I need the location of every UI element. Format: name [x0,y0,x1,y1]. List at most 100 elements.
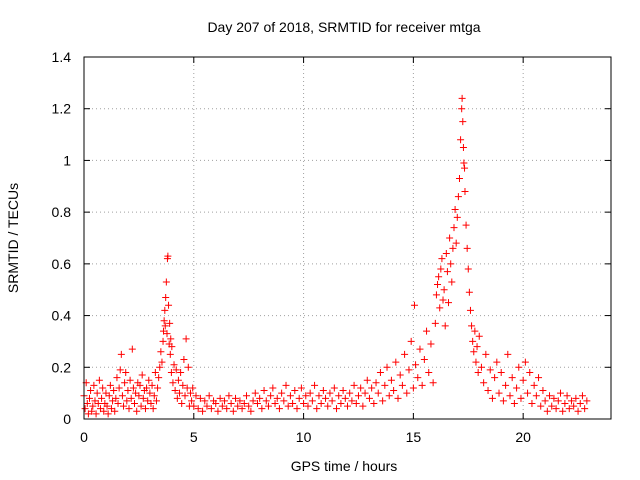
data-point [468,322,476,330]
y-tick-label: 1.4 [52,49,72,65]
data-point [550,394,558,402]
x-tick-label: 15 [406,429,422,445]
data-point [493,358,501,366]
data-point [149,405,157,413]
data-point [488,394,496,402]
data-point [100,407,108,415]
data-point [111,407,119,415]
y-tick-label: 0.2 [52,359,72,375]
data-point [166,319,174,327]
data-point [123,397,131,405]
data-point [381,381,389,389]
data-point [374,389,382,397]
data-point [477,363,485,371]
data-point [158,358,166,366]
data-point [471,327,479,335]
data-point [517,394,525,402]
data-point [136,381,144,389]
y-tick-label: 1 [63,152,71,168]
data-point [300,399,308,407]
data-point [93,389,101,397]
data-point [446,234,454,242]
data-point [319,387,327,395]
data-point [171,387,179,395]
data-point [284,402,292,410]
data-point [289,399,297,407]
data-point [572,394,580,402]
data-point [125,405,133,413]
x-tick-label: 0 [80,429,88,445]
data-point [172,366,180,374]
data-point [570,402,578,410]
data-point [532,392,540,400]
data-point [133,407,141,415]
data-point [166,350,174,358]
data-point [137,402,145,410]
data-point [190,402,198,410]
data-point [189,384,197,392]
data-point [278,389,286,397]
data-point [491,374,499,382]
data-point [186,389,194,397]
data-point [127,394,135,402]
data-point [508,374,516,382]
data-point [363,376,371,384]
data-point [578,392,586,400]
data-point [439,296,447,304]
data-point [129,384,137,392]
data-point [105,392,113,400]
data-point [251,389,259,397]
data-point [260,387,268,395]
data-point [167,335,175,343]
data-point [441,322,449,330]
data-point [163,330,171,338]
data-point [350,381,358,389]
data-point [115,384,123,392]
data-point [414,374,422,382]
data-point [104,410,112,418]
data-point [90,381,98,389]
data-point [313,405,321,413]
chart-title: Day 207 of 2018, SRMTID for receiver mtg… [207,19,480,35]
data-point [473,343,481,351]
data-point [113,374,121,382]
data-point [94,399,102,407]
data-point [379,397,387,405]
plot-frame [83,56,612,420]
data-point [182,335,190,343]
data-point [159,337,167,345]
data-point [474,368,482,376]
data-point [201,397,209,405]
data-point [535,374,543,382]
data-point [442,250,450,258]
data-point [89,402,97,410]
data-point [148,381,156,389]
data-point [434,281,442,289]
data-point [552,405,560,413]
data-point [258,405,266,413]
data-point [401,350,409,358]
data-point [275,405,283,413]
data-point [81,405,89,413]
data-point [427,340,435,348]
data-point [203,402,211,410]
data-point [85,394,93,402]
data-point [432,291,440,299]
data-point [436,304,444,312]
data-point [390,387,398,395]
data-point [317,399,325,407]
data-point [365,394,373,402]
data-point [236,397,244,405]
data-point [472,358,480,366]
data-point [227,399,235,407]
data-point [348,397,356,405]
data-point [521,358,529,366]
data-point [567,397,575,405]
data-point [308,397,316,405]
data-point [574,407,582,415]
data-point [131,399,139,407]
data-point [152,397,160,405]
data-point [234,402,242,410]
data-point [455,175,463,183]
data-point [469,337,477,345]
